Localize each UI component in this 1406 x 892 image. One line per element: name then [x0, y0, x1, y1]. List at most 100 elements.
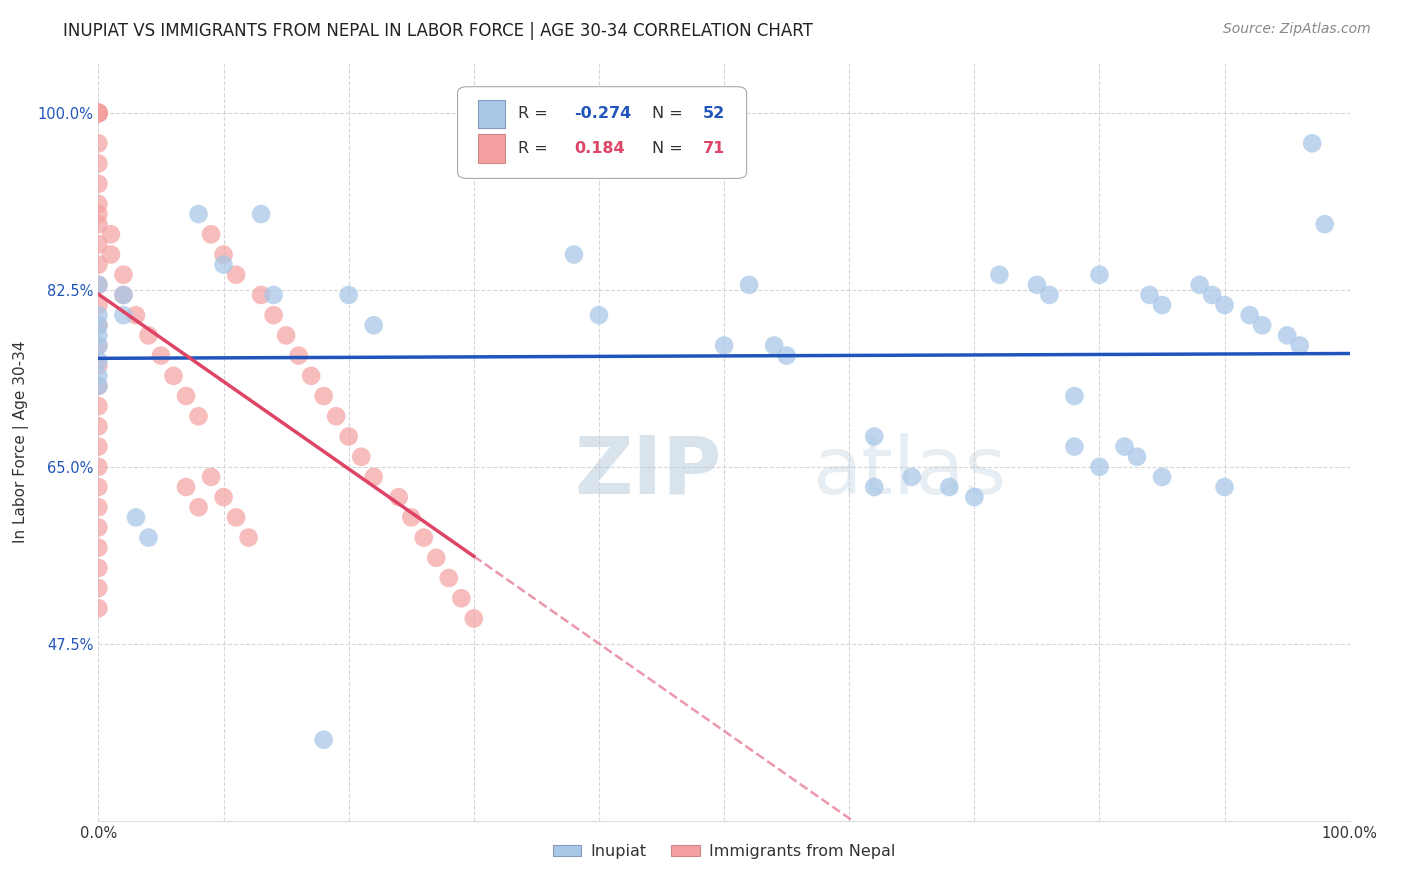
Point — [174, 480, 197, 494]
Point — [87, 581, 110, 595]
FancyBboxPatch shape — [478, 100, 505, 128]
Point — [87, 379, 110, 393]
Text: 71: 71 — [703, 141, 725, 156]
Point — [863, 429, 886, 443]
Point — [1063, 389, 1085, 403]
Point — [363, 470, 385, 484]
Point — [312, 732, 335, 747]
Text: -0.274: -0.274 — [574, 106, 631, 121]
Point — [87, 298, 110, 312]
Point — [350, 450, 373, 464]
Point — [87, 106, 110, 120]
Point — [1188, 277, 1211, 292]
Y-axis label: In Labor Force | Age 30-34: In Labor Force | Age 30-34 — [13, 340, 30, 543]
Text: N =: N = — [651, 141, 688, 156]
Point — [87, 520, 110, 534]
Point — [162, 368, 184, 383]
Point — [1114, 440, 1136, 454]
Text: atlas: atlas — [811, 433, 1007, 511]
Text: Source: ZipAtlas.com: Source: ZipAtlas.com — [1223, 22, 1371, 37]
Point — [87, 338, 110, 352]
Point — [87, 277, 110, 292]
Point — [187, 207, 209, 221]
Point — [1126, 450, 1149, 464]
Point — [263, 288, 285, 302]
Text: N =: N = — [651, 106, 688, 121]
Point — [274, 328, 298, 343]
Point — [1213, 298, 1236, 312]
Point — [187, 500, 209, 515]
Point — [250, 288, 273, 302]
Point — [125, 308, 148, 322]
Point — [87, 106, 110, 120]
Point — [1288, 338, 1310, 352]
Point — [988, 268, 1011, 282]
Point — [1201, 288, 1223, 302]
Point — [1088, 459, 1111, 474]
Point — [112, 268, 135, 282]
Point — [87, 359, 110, 373]
Point — [87, 318, 110, 333]
Legend: Inupiat, Immigrants from Nepal: Inupiat, Immigrants from Nepal — [546, 838, 903, 866]
Point — [87, 399, 110, 413]
Point — [437, 571, 460, 585]
Point — [87, 106, 110, 120]
Point — [87, 106, 110, 120]
Point — [87, 419, 110, 434]
Point — [225, 510, 247, 524]
Point — [763, 338, 786, 352]
Point — [87, 440, 110, 454]
Point — [87, 328, 110, 343]
Point — [1213, 480, 1236, 494]
Point — [112, 288, 135, 302]
Point — [87, 106, 110, 120]
Point — [200, 227, 222, 242]
Point — [87, 561, 110, 575]
Point — [87, 207, 110, 221]
Point — [138, 328, 160, 343]
Point — [312, 389, 335, 403]
Point — [212, 247, 235, 261]
Point — [125, 510, 148, 524]
Point — [776, 349, 799, 363]
Point — [87, 500, 110, 515]
Text: 52: 52 — [703, 106, 725, 121]
Text: R =: R = — [517, 106, 553, 121]
Point — [100, 247, 122, 261]
Point — [212, 490, 235, 504]
Point — [87, 106, 110, 120]
Point — [1277, 328, 1299, 343]
Point — [938, 480, 960, 494]
Point — [1150, 298, 1173, 312]
Point — [1026, 277, 1049, 292]
Point — [363, 318, 385, 333]
Point — [450, 591, 472, 606]
Point — [713, 338, 735, 352]
FancyBboxPatch shape — [478, 135, 505, 163]
Point — [463, 611, 485, 625]
Point — [1063, 440, 1085, 454]
Point — [87, 217, 110, 231]
Point — [87, 197, 110, 211]
Point — [87, 459, 110, 474]
Point — [299, 368, 322, 383]
Point — [87, 368, 110, 383]
Point — [238, 531, 260, 545]
Point — [87, 258, 110, 272]
Point — [287, 349, 309, 363]
Point — [87, 106, 110, 120]
Point — [112, 308, 135, 322]
Point — [100, 227, 122, 242]
Point — [263, 308, 285, 322]
Point — [1251, 318, 1274, 333]
Point — [87, 277, 110, 292]
Point — [1139, 288, 1161, 302]
Point — [87, 156, 110, 170]
Point — [212, 258, 235, 272]
Point — [1088, 268, 1111, 282]
Point — [87, 541, 110, 555]
Point — [401, 510, 423, 524]
Point — [250, 207, 273, 221]
Point — [87, 308, 110, 322]
Point — [87, 318, 110, 333]
